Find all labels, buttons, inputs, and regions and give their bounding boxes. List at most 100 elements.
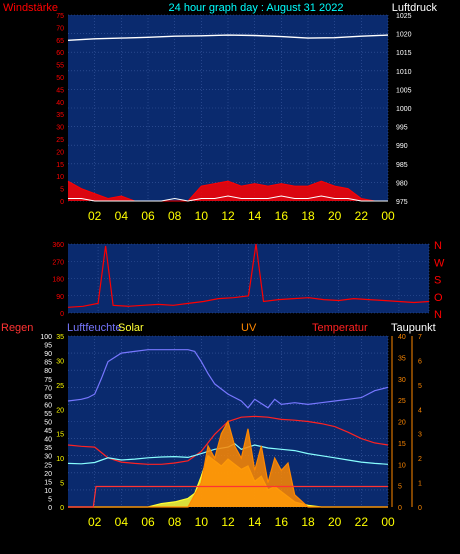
tick-label-regen-5: 5: [48, 496, 52, 503]
compass-label-0: N: [434, 240, 442, 252]
series-wind: [67, 34, 389, 202]
tick-label-luftfeuchte-35: 35: [56, 334, 64, 341]
x-tick-label-08: 08: [168, 515, 182, 529]
compass-label-3: O: [434, 292, 443, 304]
chart-title: 24 hour graph day : August 31 2022: [169, 2, 344, 14]
x-tick-label-00: 00: [381, 515, 395, 529]
tick-label-temperatur-0: 0: [398, 505, 402, 512]
tick-label-degrees-180: 180: [52, 277, 64, 284]
y-axis-windstaerke: 0 5 10 15 20 25 30 35 40 45 50 55 60 65 70 75: [56, 13, 64, 206]
x-tick-label-04: 04: [115, 515, 129, 529]
tick-label-taupunkt-5: 5: [418, 383, 422, 390]
tick-label-regen-35: 35: [44, 445, 52, 452]
tick-label-luftfeuchte-30: 30: [56, 358, 64, 365]
x-tick-label-06: 06: [141, 209, 155, 223]
tick-label-regen-55: 55: [44, 411, 52, 418]
x-tick-label-16: 16: [275, 515, 289, 529]
x-tick-label-22: 22: [355, 209, 369, 223]
tick-label-regen-40: 40: [44, 437, 52, 444]
tick-label-luftfeuchte-10: 10: [56, 456, 64, 463]
tick-label-windstaerke-30: 30: [56, 125, 64, 132]
series-line-1: [67, 180, 388, 202]
series-direction: [67, 243, 430, 308]
x-tick-label-18: 18: [301, 209, 315, 223]
x-tick-label-04: 04: [115, 209, 129, 223]
series-line-regen: [68, 485, 388, 508]
compass-label-4: N: [434, 309, 442, 321]
tick-label-taupunkt-1: 1: [418, 481, 422, 488]
series-line-direction-0: [67, 243, 430, 308]
x-tick-label-02: 02: [88, 209, 102, 223]
series-line-luftdruck: [67, 34, 389, 41]
tick-label-taupunkt-6: 6: [418, 358, 422, 365]
tick-label-regen-70: 70: [44, 385, 52, 392]
tick-label-windstaerke-10: 10: [56, 174, 64, 181]
tick-label-luftdruck-985: 985: [396, 162, 408, 169]
panel-climate: Regen Luftfeuchte Solar UV Temperatur Ta…: [1, 322, 436, 529]
tick-label-windstaerke-60: 60: [56, 50, 64, 57]
x-axis-hours-panel1: 02 04 06 08 10 12 14 16 18 20 22 00: [88, 209, 395, 223]
tick-label-temperatur-5: 5: [398, 484, 402, 491]
tick-label-taupunkt-4: 4: [418, 407, 422, 414]
x-axis-hours-panel3: 02 04 06 08 10 12 14 16 18 20 22 00: [88, 515, 395, 529]
x-tick-label-18: 18: [301, 515, 315, 529]
x-tick-label-06: 06: [141, 515, 155, 529]
tick-label-regen-15: 15: [44, 479, 52, 486]
tick-label-windstaerke-55: 55: [56, 63, 64, 70]
tick-label-temperatur-20: 20: [398, 420, 406, 427]
tick-label-luftfeuchte-20: 20: [56, 407, 64, 414]
legend-regen: Regen: [1, 322, 33, 334]
x-tick-label-02: 02: [88, 515, 102, 529]
tick-label-luftfeuchte-15: 15: [56, 432, 64, 439]
tick-label-regen-50: 50: [44, 420, 52, 427]
tick-label-windstaerke-70: 70: [56, 25, 64, 32]
legend-uv: UV: [241, 322, 257, 334]
left-axis-title-windstaerke: Windstärke: [3, 2, 58, 14]
y-axis-degrees: 0 90 180 270 360: [52, 242, 64, 318]
x-tick-label-10: 10: [195, 209, 209, 223]
tick-label-luftfeuchte-25: 25: [56, 383, 64, 390]
tick-label-temperatur-15: 15: [398, 441, 406, 448]
tick-label-degrees-360: 360: [52, 242, 64, 249]
tick-label-regen-60: 60: [44, 402, 52, 409]
tick-label-degrees-270: 270: [52, 259, 64, 266]
tick-label-regen-20: 20: [44, 471, 52, 478]
series-line-2: [68, 195, 388, 202]
tick-label-windstaerke-15: 15: [56, 162, 64, 169]
tick-label-regen-80: 80: [44, 368, 52, 375]
tick-label-luftdruck-980: 980: [396, 180, 408, 187]
tick-label-windstaerke-65: 65: [56, 38, 64, 45]
tick-label-windstaerke-40: 40: [56, 100, 64, 107]
y-axes-climate: 0510152025303540455055606570758085909510…: [40, 334, 422, 512]
tick-label-degrees-90: 90: [56, 294, 64, 301]
tick-label-temperatur-40: 40: [398, 334, 406, 341]
tick-label-luftfeuchte-0: 0: [60, 505, 64, 512]
tick-label-degrees-0: 0: [60, 311, 64, 318]
tick-label-regen-65: 65: [44, 394, 52, 401]
tick-label-luftfeuchte-5: 5: [60, 481, 64, 488]
tick-label-taupunkt-7: 7: [418, 334, 422, 341]
tick-label-windstaerke-5: 5: [60, 187, 64, 194]
tick-label-taupunkt-2: 2: [418, 456, 422, 463]
right-axis-title-luftdruck: Luftdruck: [392, 2, 438, 14]
series-line-uv: [68, 419, 388, 508]
tick-label-taupunkt-3: 3: [418, 432, 422, 439]
tick-label-windstaerke-0: 0: [60, 199, 64, 206]
x-tick-label-10: 10: [195, 515, 209, 529]
tick-label-windstaerke-25: 25: [56, 137, 64, 144]
x-tick-label-12: 12: [221, 209, 235, 223]
tick-label-luftdruck-1010: 1010: [396, 69, 412, 76]
tick-label-temperatur-35: 35: [398, 355, 406, 362]
tick-label-regen-30: 30: [44, 454, 52, 461]
tick-label-regen-100: 100: [40, 334, 52, 341]
tick-label-regen-85: 85: [44, 360, 52, 367]
series-area-uv: [68, 421, 388, 507]
tick-label-luftdruck-1025: 1025: [396, 13, 412, 20]
x-tick-label-12: 12: [221, 515, 235, 529]
x-tick-label-14: 14: [248, 209, 262, 223]
tick-label-temperatur-30: 30: [398, 377, 406, 384]
tick-label-luftdruck-995: 995: [396, 125, 408, 132]
